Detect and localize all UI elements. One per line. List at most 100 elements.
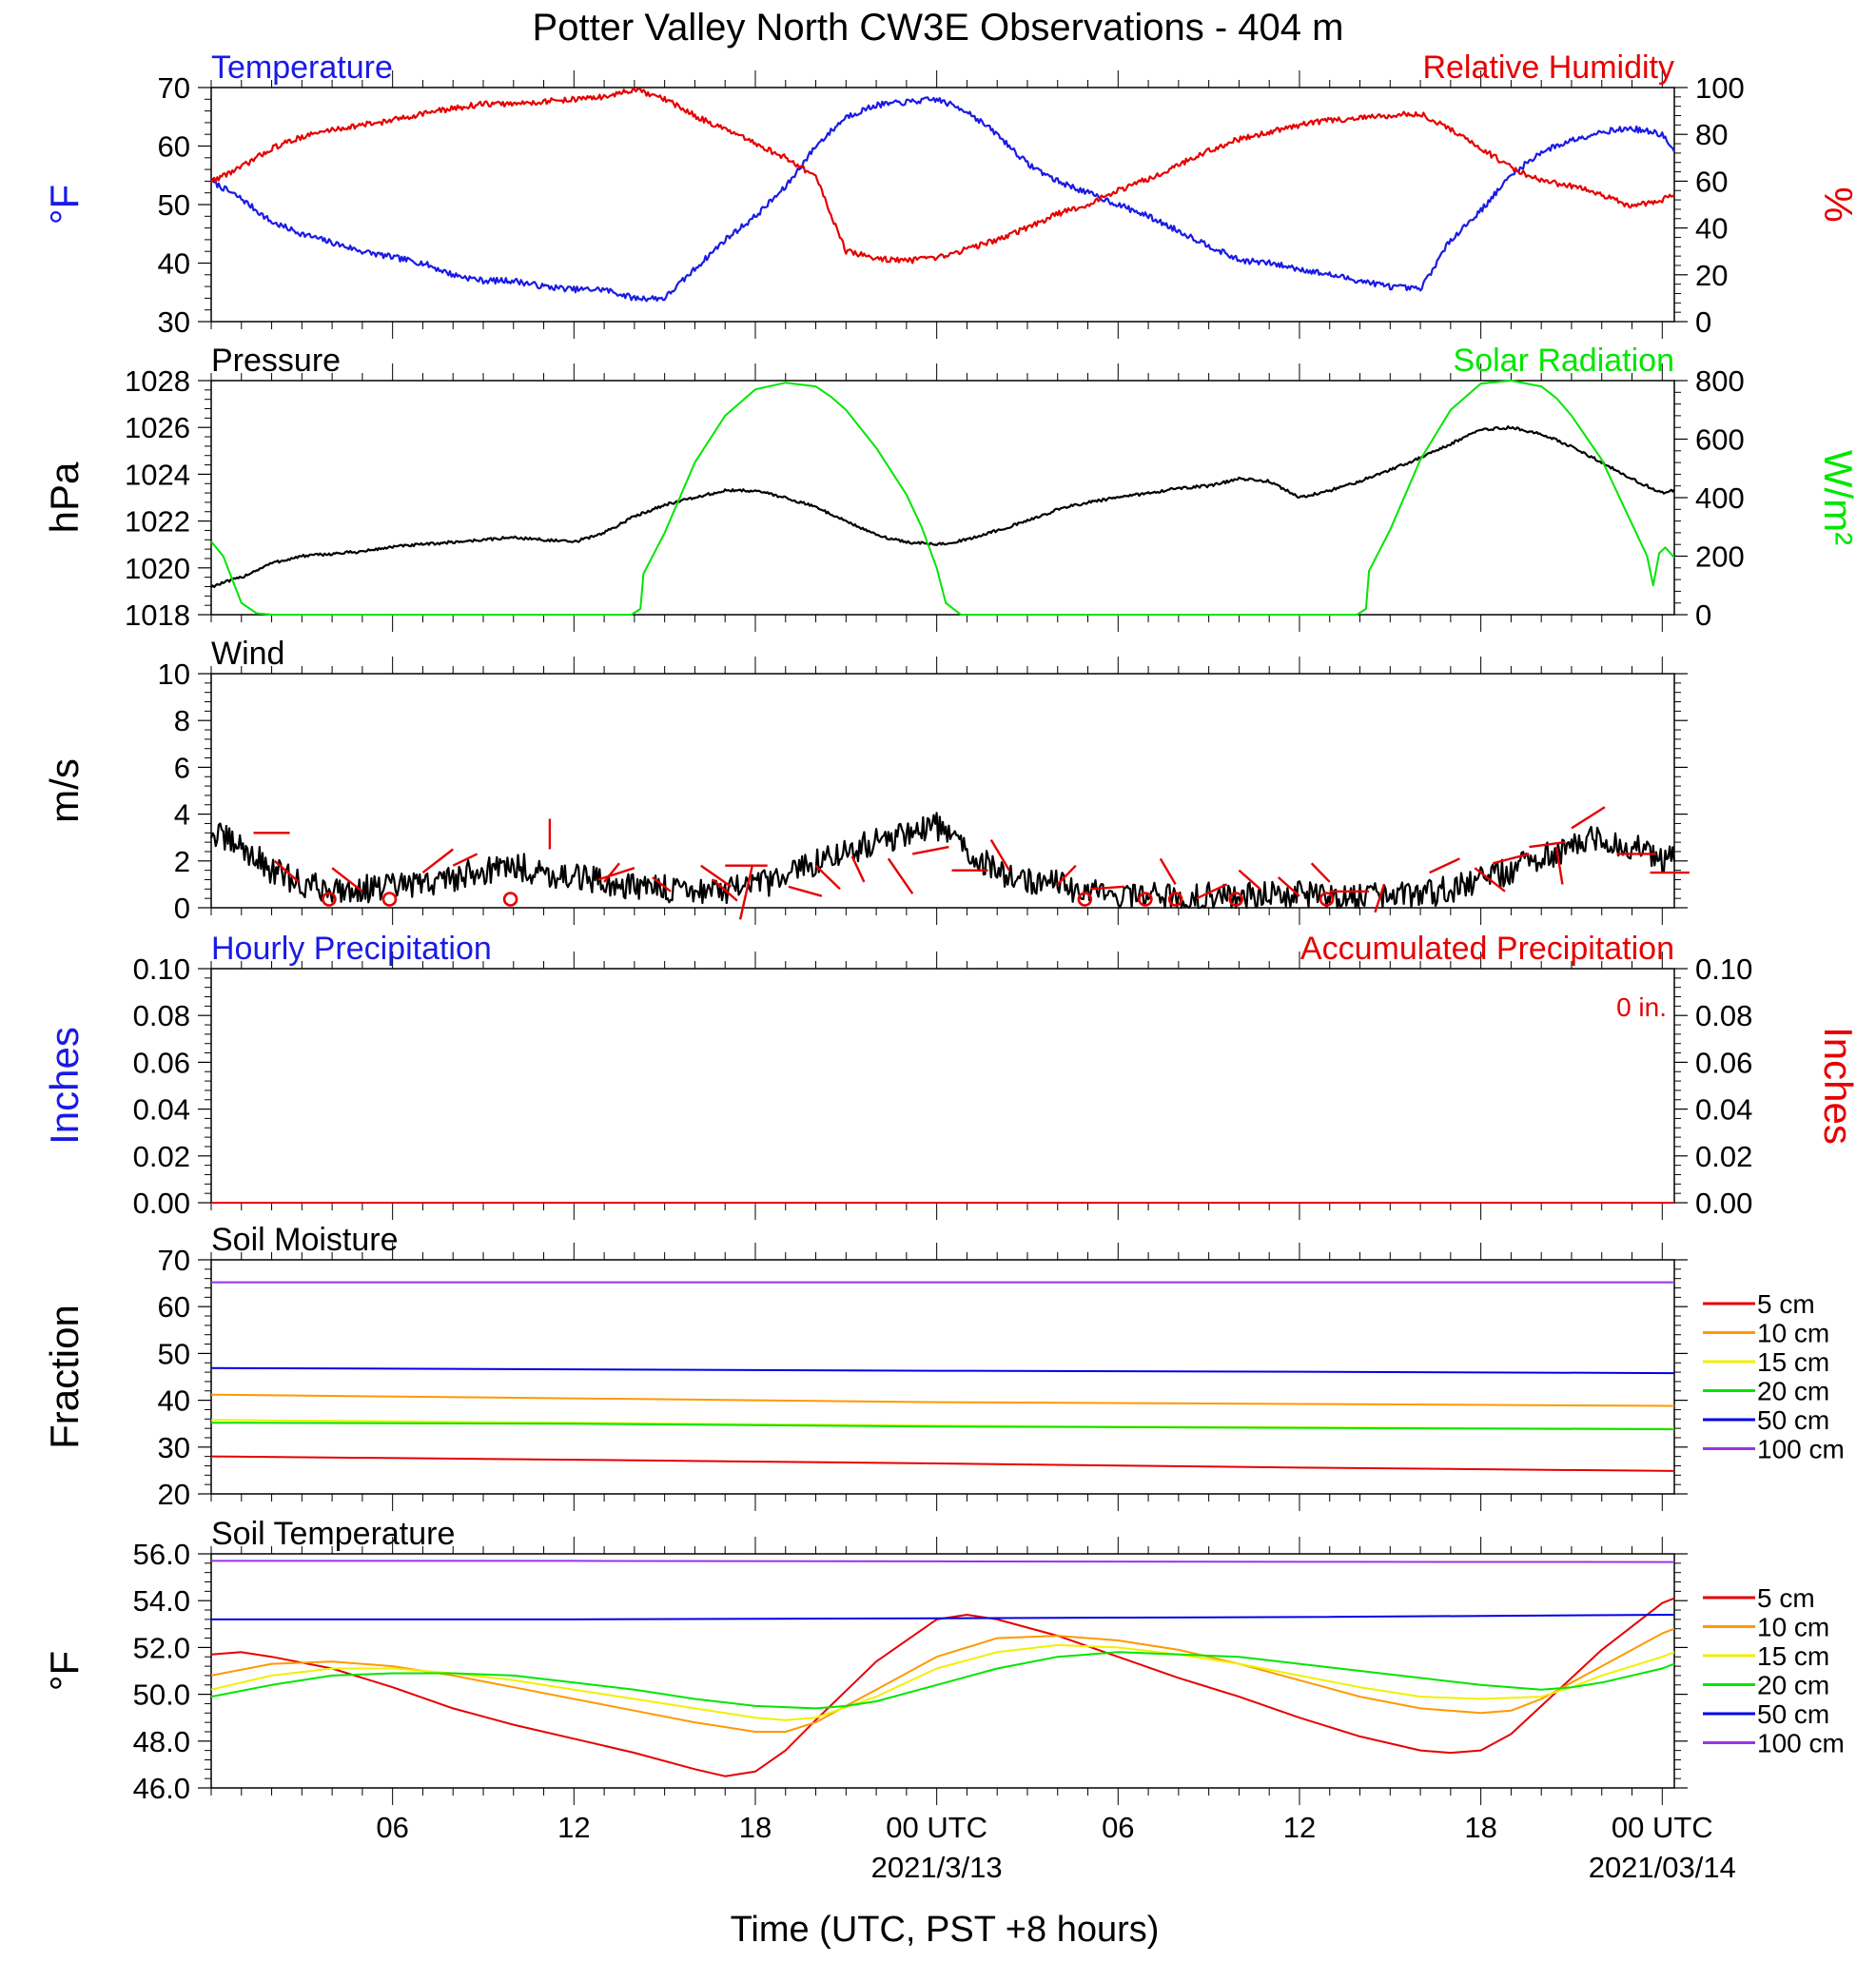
- panel-soil_moist: 70 60 50 40 30 20 Soil Moisture Fraction 5 cm10 …: [42, 1222, 1845, 1511]
- panel-temp_rh: 70 60 50 40 30 100 80 60 40 20 0 Temperature Relativ…: [42, 49, 1861, 339]
- wind-barb: [989, 839, 1010, 872]
- y2-tick-label: 0.02: [1695, 1140, 1752, 1173]
- legend-label: 50 cm: [1757, 1405, 1829, 1435]
- y2-tick-label: 40: [1695, 212, 1728, 245]
- calm-wind-marker: [381, 892, 398, 907]
- y-tick-label: 30: [158, 1431, 190, 1464]
- calm-wind-marker: [502, 892, 518, 907]
- wind-barb: [1196, 883, 1228, 900]
- y-tick-label: 40: [158, 247, 190, 281]
- calm-wind-marker: [1319, 892, 1335, 907]
- x-tick-label: 12: [557, 1811, 590, 1844]
- calm-wind-marker: [322, 892, 337, 907]
- y2-tick-label: 200: [1695, 540, 1745, 574]
- y-tick-label: 70: [158, 71, 190, 105]
- y-tick-label: 46.0: [133, 1772, 190, 1805]
- y-tick-label: 50: [158, 1337, 190, 1370]
- y-tick-label: 30: [158, 305, 190, 339]
- x-tick-label: 00 UTC: [886, 1811, 987, 1844]
- y2-tick-label: 60: [1695, 165, 1728, 198]
- wind-barb: [1571, 806, 1606, 830]
- panel-press_solar: 1028 1026 1024 1022 1020 1018 800 600 400 200 0 Pre…: [42, 343, 1861, 632]
- panel-right-title: Solar Radiation: [1454, 343, 1674, 379]
- y-tick-label: 60: [158, 1290, 190, 1324]
- panel-soil_temp: 56.0 54.0 52.0 50.0 48.0 46.0 Soil Temperature…: [42, 1516, 1845, 1805]
- y-tick-label: 54.0: [133, 1584, 190, 1618]
- y2-tick-label: 800: [1695, 364, 1745, 398]
- y-tick-label: 0.04: [133, 1093, 190, 1127]
- y-axis-label: Fraction: [42, 1305, 87, 1449]
- y-tick-label: 50.0: [133, 1678, 190, 1712]
- series-line-20-cm: [210, 1422, 1675, 1431]
- wind-barb: [850, 855, 866, 883]
- calm-wind-marker: [1138, 892, 1153, 907]
- wind-barb: [887, 857, 914, 894]
- series-line-10-cm: [210, 1393, 1675, 1407]
- y-tick-label: 1026: [125, 411, 190, 444]
- y2-tick-label: 0.10: [1695, 952, 1752, 986]
- x-tick-date-label: 2021/3/13: [871, 1851, 1003, 1884]
- y-tick-label: 48.0: [133, 1725, 190, 1758]
- y2-tick-label: 100: [1695, 71, 1745, 105]
- y-tick-label: 0.02: [133, 1140, 190, 1173]
- wind-barb: [788, 885, 823, 897]
- y-tick-label: 1024: [125, 458, 190, 491]
- panel-title: Pressure: [211, 343, 341, 379]
- plot-frame: [210, 968, 1675, 1204]
- precip-total-note: 0 in.: [1616, 992, 1667, 1022]
- y-tick-label: 6: [174, 751, 190, 784]
- wind-barb: [1554, 846, 1564, 885]
- series-line-pressure: [210, 425, 1675, 589]
- y2-tick-label: 0.04: [1695, 1093, 1752, 1127]
- y-tick-label: 8: [174, 704, 190, 737]
- x-tick-date-label: 2021/03/14: [1589, 1851, 1736, 1884]
- series-line-wind-speed: [209, 812, 1676, 910]
- plot-frame: [210, 87, 1675, 323]
- plot-frame: [210, 380, 1675, 616]
- x-axis-label: Time (UTC, PST +8 hours): [731, 1910, 1160, 1950]
- plot-frame: [210, 673, 1675, 909]
- y2-axis-label: Inches: [1816, 1027, 1861, 1145]
- x-tick-label: 00 UTC: [1612, 1811, 1713, 1844]
- wind-barb: [814, 864, 841, 891]
- page-title: Potter Valley North CW3E Observations - …: [533, 7, 1344, 49]
- panel-title: Temperature: [211, 49, 393, 86]
- legend-label: 10 cm: [1757, 1319, 1829, 1348]
- y2-tick-label: 0.06: [1695, 1046, 1752, 1079]
- wind-barb: [1090, 885, 1124, 891]
- wind-barb: [1429, 857, 1460, 874]
- y-tick-label: 1028: [125, 364, 190, 398]
- y-axis-label: m/s: [42, 758, 87, 823]
- y-tick-label: 60: [158, 130, 190, 164]
- series-line-20-cm: [210, 1651, 1675, 1710]
- panel-title: Wind: [211, 636, 284, 672]
- y2-tick-label: 400: [1695, 481, 1745, 515]
- wind-barb: [1529, 840, 1566, 849]
- calm-wind-marker: [1077, 892, 1093, 907]
- x-tick-label: 06: [1102, 1811, 1134, 1844]
- legend-label: 20 cm: [1757, 1671, 1829, 1700]
- y-axis-label: °F: [42, 185, 87, 225]
- legend-label: 10 cm: [1757, 1613, 1829, 1642]
- wind-barb: [700, 864, 733, 888]
- panel-title: Hourly Precipitation: [211, 931, 492, 967]
- y-tick-label: 0.06: [133, 1046, 190, 1079]
- legend-label: 20 cm: [1757, 1377, 1829, 1406]
- y-tick-label: 1020: [125, 552, 190, 585]
- y-tick-label: 0.00: [133, 1187, 190, 1220]
- y2-tick-label: 20: [1695, 259, 1728, 292]
- y-tick-label: 70: [158, 1244, 190, 1277]
- y-axis-label: Inches: [42, 1027, 87, 1145]
- series-line-15-cm: [210, 1643, 1675, 1721]
- panel-precip: 0.10 0.08 0.06 0.04 0.02 0.00 0.10 0.08 0.06 0.04…: [42, 931, 1861, 1220]
- y-axis-label: hPa: [42, 461, 87, 533]
- wind-barb: [597, 867, 635, 881]
- y-tick-label: 40: [158, 1384, 190, 1418]
- y-tick-label: 4: [174, 798, 190, 832]
- y-axis-label: °F: [42, 1651, 87, 1691]
- x-tick-label: 18: [739, 1811, 772, 1844]
- panel-right-title: Accumulated Precipitation: [1300, 931, 1674, 967]
- y-tick-label: 56.0: [133, 1538, 190, 1571]
- y-tick-label: 52.0: [133, 1631, 190, 1664]
- y-tick-label: 1022: [125, 505, 190, 539]
